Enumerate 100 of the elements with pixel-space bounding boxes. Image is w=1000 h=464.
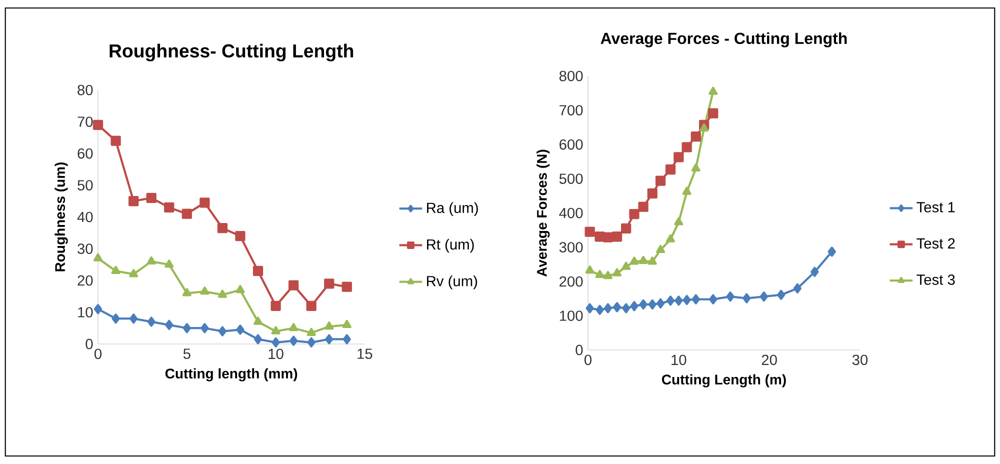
point [595, 270, 604, 278]
y-tick-label: 800 [559, 70, 583, 82]
point [777, 290, 786, 300]
point [621, 223, 632, 234]
point [218, 290, 227, 298]
x-axis-title: Cutting length (mm) [165, 368, 298, 382]
point [622, 262, 631, 270]
point [129, 314, 138, 324]
point [324, 321, 334, 330]
point [236, 324, 244, 335]
point [612, 302, 622, 312]
point [692, 294, 700, 304]
point [648, 256, 657, 265]
point [182, 288, 192, 296]
point [629, 208, 640, 220]
point [289, 323, 298, 332]
point [342, 282, 352, 292]
y-tick-label: 400 [559, 208, 583, 218]
chart-title: Roughness- Cutting Length [110, 44, 354, 62]
point [648, 299, 656, 310]
x-tick-label: 15 [358, 348, 372, 359]
point [306, 300, 316, 311]
point [217, 223, 228, 234]
x-axis-title: Cutting Length (m) [662, 374, 786, 388]
point [674, 296, 683, 306]
point [638, 256, 648, 264]
y-axis-title: Roughness (um) [54, 162, 68, 272]
chart-title: Average Forces - Cutting Length [600, 32, 847, 48]
y-tick-label: 80 [78, 84, 93, 96]
point [200, 198, 210, 208]
point [200, 323, 209, 334]
legend-label: Ra (um) [427, 202, 478, 216]
point [630, 301, 638, 312]
y-tick-label: 10 [78, 307, 93, 318]
y-tick-label: 40 [77, 212, 93, 222]
legend-label: Rv (um) [427, 276, 478, 290]
point [638, 202, 648, 212]
point [666, 296, 675, 306]
point [253, 316, 263, 325]
point [93, 253, 103, 262]
point [647, 188, 658, 199]
point [324, 278, 334, 289]
point [760, 291, 768, 302]
point [585, 265, 594, 274]
y-tick-label: 300 [559, 242, 583, 252]
y-tick-label: 600 [560, 139, 583, 150]
x-tick-label: 0 [584, 354, 592, 366]
point [630, 256, 639, 265]
point [182, 208, 192, 219]
point [182, 323, 191, 334]
y-tick-label: 500 [559, 174, 583, 184]
point [586, 303, 594, 314]
point [602, 232, 614, 242]
point [128, 196, 139, 206]
point [164, 202, 174, 213]
point [690, 132, 701, 142]
y-tick-label: 100 [560, 310, 583, 321]
point [218, 326, 227, 336]
point [674, 217, 684, 226]
point [147, 316, 156, 327]
point [700, 123, 709, 132]
point [612, 232, 622, 242]
point [742, 293, 751, 304]
point [691, 163, 700, 172]
point [656, 298, 665, 308]
point [325, 334, 334, 344]
point [164, 260, 174, 268]
point [612, 268, 622, 276]
point [200, 286, 210, 295]
y-tick-label: 20 [78, 275, 93, 286]
x-tick-label: 30 [852, 354, 868, 366]
point [656, 244, 666, 254]
point [584, 226, 595, 237]
point [254, 334, 262, 344]
y-tick-label: 50 [78, 180, 93, 190]
y-tick-label: 200 [560, 276, 583, 287]
point [252, 266, 264, 276]
point [810, 266, 819, 277]
point [639, 299, 648, 310]
point [307, 337, 316, 348]
point [682, 294, 691, 306]
legend-label: Test 1 [916, 202, 955, 212]
point [708, 108, 718, 118]
point [665, 164, 676, 175]
point [709, 294, 718, 304]
point [342, 320, 352, 328]
point [92, 120, 104, 130]
legend-label: Test 3 [916, 274, 955, 285]
x-tick-label: 5 [183, 348, 190, 359]
point [726, 291, 734, 302]
y-tick-label: 700 [560, 105, 583, 116]
point [793, 283, 802, 294]
point [342, 334, 351, 344]
legend-label: Test 2 [916, 238, 955, 249]
y-axis-title: Average Forces (N) [536, 150, 550, 277]
point [674, 152, 684, 162]
x-tick-label: 10 [672, 354, 686, 366]
point [596, 304, 604, 315]
point [288, 280, 299, 290]
y-tick-label: 30 [78, 244, 93, 254]
